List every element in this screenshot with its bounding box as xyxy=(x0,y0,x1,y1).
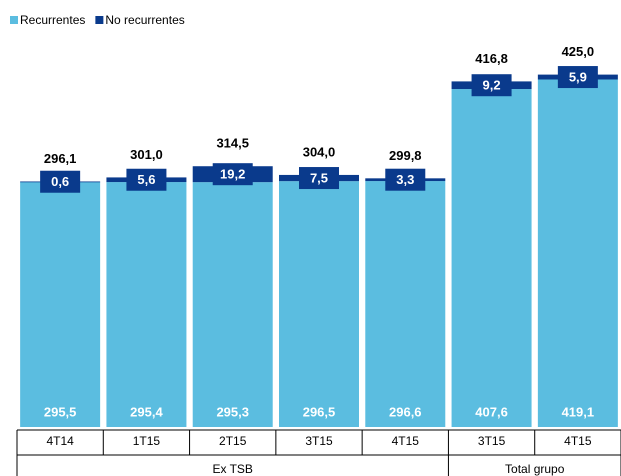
total-label: 296,1 xyxy=(44,151,77,166)
bar-segment xyxy=(537,79,618,427)
total-label: 304,0 xyxy=(303,144,336,159)
legend-swatch xyxy=(10,16,18,24)
value-label: 295,5 xyxy=(44,404,77,419)
x-tick-label: 2T15 xyxy=(219,434,247,448)
bar-segment xyxy=(20,181,101,427)
label-box xyxy=(40,170,81,193)
value-label: 296,6 xyxy=(389,404,422,419)
value-label: 5,6 xyxy=(137,172,155,187)
value-label: 419,1 xyxy=(562,404,595,419)
value-label: 5,9 xyxy=(569,69,587,84)
legend-label: No recurrentes xyxy=(105,13,184,27)
value-label: 19,2 xyxy=(220,167,245,182)
bar-segment xyxy=(106,182,187,427)
total-label: 416,8 xyxy=(475,51,508,66)
label-box xyxy=(299,167,339,190)
label-box xyxy=(126,168,167,191)
x-tick-label: 1T15 xyxy=(133,434,161,448)
label-box xyxy=(557,66,598,89)
value-label: 0,6 xyxy=(51,174,69,189)
x-tick-label: 3T15 xyxy=(478,434,506,448)
value-label: 407,6 xyxy=(475,404,508,419)
legend-swatch xyxy=(95,16,104,24)
total-label: 425,0 xyxy=(562,44,595,59)
label-box xyxy=(385,168,426,191)
total-label: 301,0 xyxy=(130,147,163,162)
value-label: 295,3 xyxy=(216,404,249,419)
value-label: 296,5 xyxy=(303,404,336,419)
bar-segment xyxy=(279,181,359,427)
x-tick-label: 3T15 xyxy=(305,434,333,448)
value-label: 9,2 xyxy=(483,78,501,93)
bar-segment xyxy=(192,182,273,427)
bar-segment xyxy=(365,181,446,427)
value-label: 295,4 xyxy=(130,404,163,419)
group-label: Total grupo xyxy=(505,462,565,476)
value-label: 3,3 xyxy=(396,172,414,187)
label-box xyxy=(471,74,512,97)
x-tick-label: 4T15 xyxy=(564,434,592,448)
label-box xyxy=(212,163,253,186)
bar-segment xyxy=(451,89,532,427)
total-label: 314,5 xyxy=(216,136,249,151)
x-tick-label: 4T15 xyxy=(392,434,420,448)
value-label: 7,5 xyxy=(310,170,328,185)
x-tick-label: 4T14 xyxy=(46,434,74,448)
legend-label: Recurrentes xyxy=(20,13,85,27)
group-label: Ex TSB xyxy=(212,462,252,476)
total-label: 299,8 xyxy=(389,148,422,163)
